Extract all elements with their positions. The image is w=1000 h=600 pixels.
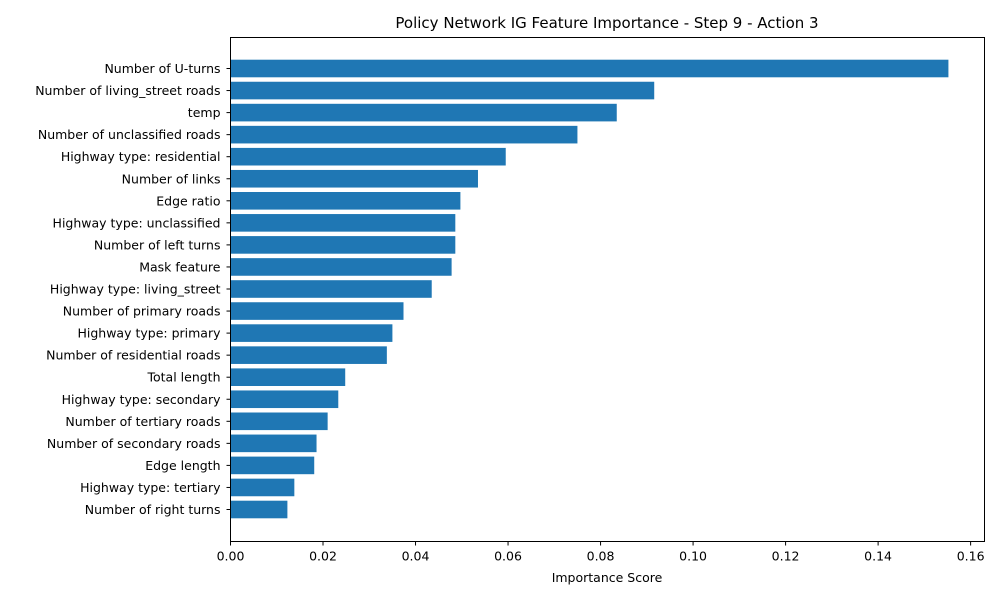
x-tick-label: 0.10	[679, 549, 707, 564]
x-tick-label: 0.12	[772, 549, 800, 564]
x-tick-label: 0.02	[309, 549, 337, 564]
y-tick-label: temp	[188, 105, 221, 120]
plot-frame	[230, 37, 985, 542]
y-tick-label: Highway type: unclassified	[53, 215, 221, 230]
bar	[230, 59, 949, 78]
bar	[230, 368, 346, 386]
y-tick-label: Number of secondary roads	[47, 436, 221, 451]
y-tick-label: Number of U-turns	[104, 61, 220, 76]
bar	[230, 103, 617, 122]
bar	[230, 81, 655, 100]
bar	[230, 390, 339, 409]
y-tick-label: Number of left turns	[94, 237, 221, 252]
y-tick-label: Number of residential roads	[46, 348, 220, 363]
bar	[230, 324, 393, 342]
bar	[230, 478, 295, 497]
y-tick-label: Number of living_street roads	[35, 83, 220, 98]
x-axis-ticks: 0.00 0.02 0.04 0.06 0.08 0.10 0.12 0.14 0.16	[217, 541, 985, 564]
y-axis-ticks: Number of U-turns Number of living_street…	[35, 61, 231, 517]
x-axis-label: Importance Score	[552, 570, 663, 585]
y-tick-label: Highway type: living_street	[50, 282, 221, 297]
y-tick-label: Highway type: tertiary	[80, 480, 221, 495]
bar	[230, 500, 288, 519]
y-tick-label: Number of primary roads	[63, 304, 221, 319]
y-tick-label: Number of tertiary roads	[65, 414, 220, 429]
y-tick-label: Number of links	[122, 171, 221, 186]
y-tick-label: Edge ratio	[156, 193, 220, 208]
bar	[230, 346, 387, 364]
bar	[230, 302, 404, 320]
bar	[230, 236, 456, 254]
x-tick-label: 0.04	[402, 549, 430, 564]
bar	[230, 192, 461, 210]
bar	[230, 169, 478, 188]
y-tick-label: Edge length	[145, 458, 220, 473]
y-tick-label: Highway type: secondary	[62, 392, 221, 407]
y-tick-label: Number of right turns	[85, 502, 221, 517]
bar	[230, 434, 317, 453]
y-tick-label: Highway type: primary	[77, 326, 221, 341]
bar	[230, 456, 315, 475]
y-tick-label: Highway type: residential	[61, 149, 221, 164]
y-tick-label: Total length	[146, 370, 220, 385]
x-tick-label: 0.00	[217, 549, 245, 564]
x-tick-label: 0.06	[494, 549, 522, 564]
y-tick-label: Number of unclassified roads	[38, 127, 221, 142]
chart-title: Policy Network IG Feature Importance - S…	[395, 14, 818, 32]
bar	[230, 125, 578, 144]
x-tick-label: 0.08	[587, 549, 615, 564]
x-tick-label: 0.16	[957, 549, 985, 564]
x-tick-label: 0.14	[864, 549, 892, 564]
bars-group	[230, 59, 949, 519]
bar	[230, 214, 456, 232]
bar	[230, 280, 432, 298]
bar	[230, 147, 506, 166]
y-tick-label: Mask feature	[139, 259, 221, 274]
bar	[230, 258, 452, 276]
bar	[230, 412, 328, 431]
